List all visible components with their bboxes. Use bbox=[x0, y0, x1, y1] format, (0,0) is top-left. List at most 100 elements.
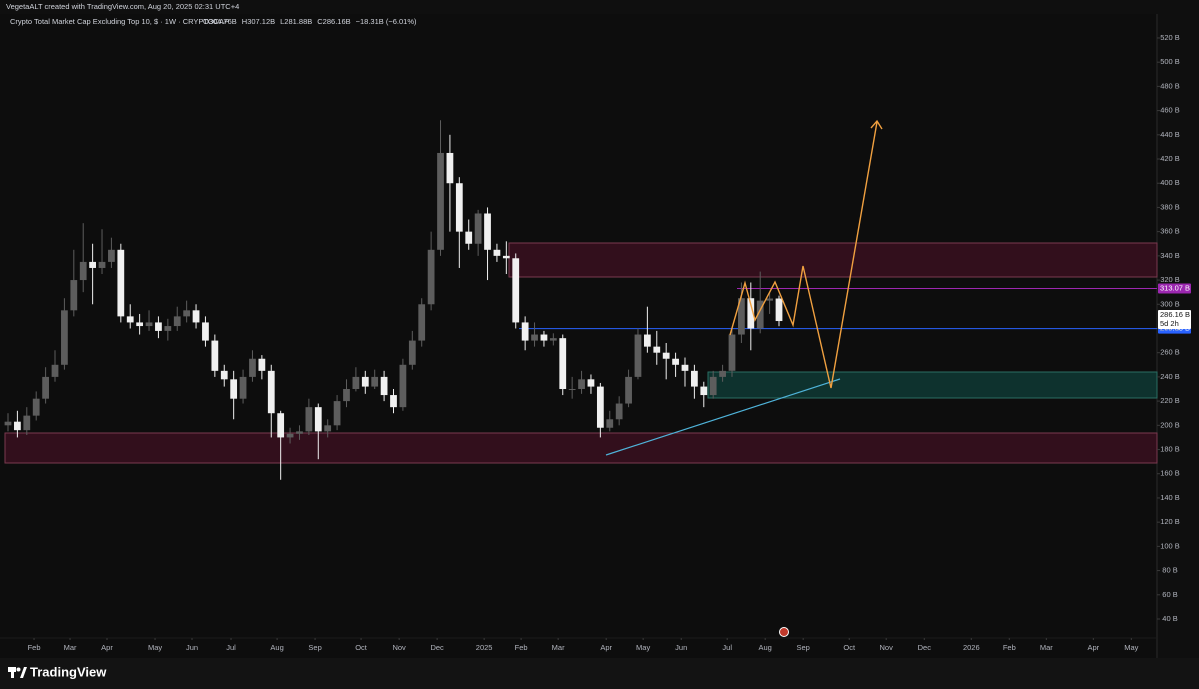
candles bbox=[4, 120, 783, 480]
x-tick-label: Jul bbox=[226, 643, 236, 652]
projection-arrowhead bbox=[870, 119, 883, 130]
candle-body bbox=[305, 407, 313, 432]
y-tick-label: 200 B bbox=[1160, 420, 1180, 429]
candle-body bbox=[418, 304, 426, 341]
x-tick-label: Apr bbox=[1088, 643, 1100, 652]
candle-body bbox=[502, 255, 510, 259]
candle-body bbox=[42, 376, 49, 399]
candle-body bbox=[258, 358, 266, 371]
candle-body bbox=[155, 322, 162, 331]
candle-body bbox=[371, 376, 379, 387]
supply-zone bbox=[508, 242, 1158, 278]
y-tick-label: 400 B bbox=[1160, 178, 1180, 187]
y-tick-label: 520 B bbox=[1160, 33, 1180, 42]
candle-body bbox=[390, 395, 397, 408]
candle-body bbox=[540, 334, 548, 341]
event-icon[interactable] bbox=[779, 627, 789, 637]
x-tick-label: Nov bbox=[880, 643, 894, 652]
x-tick-label: Sep bbox=[796, 643, 809, 652]
x-tick-label: Nov bbox=[392, 643, 406, 652]
y-tick-label: 500 B bbox=[1160, 57, 1180, 66]
candle-body bbox=[559, 338, 567, 390]
x-tick-label: 2026 bbox=[963, 643, 980, 652]
candle-body bbox=[700, 386, 708, 396]
candle-body bbox=[747, 298, 755, 329]
last-price-box bbox=[1158, 310, 1191, 330]
candle-body bbox=[446, 152, 454, 184]
ohlc-value: C286.16B bbox=[317, 17, 350, 26]
candle-body bbox=[4, 421, 12, 426]
x-tick-label: Feb bbox=[28, 643, 41, 652]
last-price-label: 286.16 B bbox=[1160, 310, 1190, 319]
candle-body bbox=[549, 338, 557, 341]
candle-body bbox=[361, 376, 369, 387]
y-tick-label: 160 B bbox=[1160, 469, 1180, 478]
candle-body bbox=[211, 340, 219, 371]
y-tick-label: 480 B bbox=[1160, 81, 1180, 90]
candle-body bbox=[512, 258, 520, 323]
candle-body bbox=[634, 334, 642, 377]
ohlc-legend: O304.76B H307.12B L281.88B C286.16B −18.31B … bbox=[203, 17, 417, 26]
x-tick-label: May bbox=[636, 643, 650, 652]
candle-body bbox=[465, 231, 473, 244]
candle-body bbox=[484, 213, 491, 250]
candle-body bbox=[653, 346, 661, 353]
candle-body bbox=[709, 376, 717, 396]
candle-body bbox=[493, 249, 501, 256]
candle-body bbox=[126, 316, 134, 323]
x-tick-label: Dec bbox=[918, 643, 932, 652]
x-tick-label: Feb bbox=[1003, 643, 1016, 652]
y-tick-label: 140 B bbox=[1160, 493, 1180, 502]
y-tick-label: 180 B bbox=[1160, 445, 1180, 454]
candle-body bbox=[51, 364, 59, 377]
candle-body bbox=[230, 379, 238, 399]
trendline bbox=[605, 378, 841, 456]
bar-countdown: 5d 2h bbox=[1160, 319, 1179, 328]
y-tick-label: 300 B bbox=[1160, 299, 1180, 308]
candle-body bbox=[249, 358, 256, 377]
candle-body bbox=[681, 364, 689, 371]
candle-body bbox=[32, 398, 40, 416]
y-tick-label: 60 B bbox=[1162, 590, 1177, 599]
candle-body bbox=[662, 352, 670, 359]
candle-body bbox=[183, 310, 191, 317]
candle-body bbox=[719, 370, 726, 377]
candle-body bbox=[61, 310, 68, 365]
y-tick-label: 40 B bbox=[1162, 614, 1177, 623]
y-tick-label: 460 B bbox=[1160, 106, 1180, 115]
projection-path bbox=[729, 121, 878, 389]
candle-body bbox=[145, 322, 153, 327]
x-tick-label: Apr bbox=[101, 643, 113, 652]
candle-body bbox=[70, 280, 78, 311]
y-tick-label: 420 B bbox=[1160, 154, 1180, 163]
candle-body bbox=[343, 389, 350, 402]
candle-body bbox=[775, 298, 783, 322]
candle-body bbox=[239, 376, 247, 399]
y-tick-label: 380 B bbox=[1160, 202, 1180, 211]
candle-body bbox=[89, 261, 97, 268]
candle-body bbox=[98, 261, 106, 268]
candle-body bbox=[324, 425, 332, 432]
candle-body bbox=[756, 300, 764, 329]
support-zone bbox=[707, 371, 1158, 399]
candle-body bbox=[296, 431, 303, 434]
x-tick-label: Apr bbox=[600, 643, 612, 652]
x-tick-label: Feb bbox=[515, 643, 528, 652]
x-tick-label: May bbox=[1124, 643, 1138, 652]
y-tick-label: 240 B bbox=[1160, 372, 1180, 381]
y-tick-label: 340 B bbox=[1160, 251, 1180, 260]
candle-body bbox=[596, 386, 604, 428]
y-tick-label: 440 B bbox=[1160, 130, 1180, 139]
y-tick-label: 100 B bbox=[1160, 541, 1180, 550]
x-tick-label: Oct bbox=[843, 643, 856, 652]
x-tick-label: Jun bbox=[186, 643, 198, 652]
price-level-box bbox=[1158, 283, 1191, 294]
y-tick-label: 320 B bbox=[1160, 275, 1180, 284]
footer-bar bbox=[0, 658, 1199, 689]
candle-body bbox=[220, 370, 228, 380]
x-tick-label: May bbox=[148, 643, 162, 652]
ohlc-value: L281.88B bbox=[280, 17, 312, 26]
candle-body bbox=[399, 364, 407, 408]
ohlc-value: −18.31B (−6.01%) bbox=[356, 17, 417, 26]
